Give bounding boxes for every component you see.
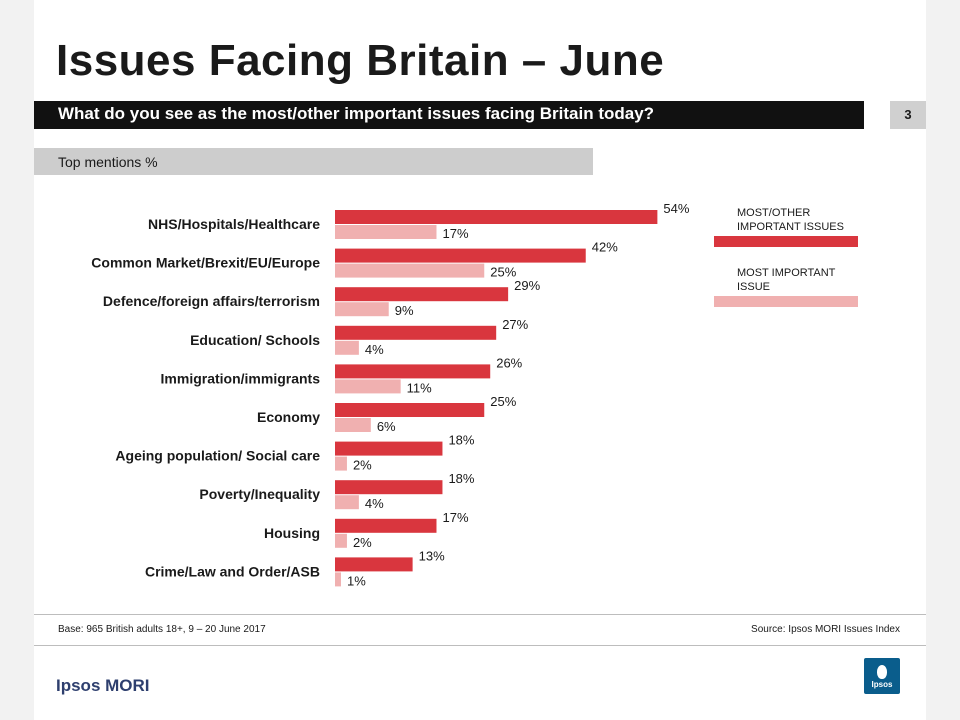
data-label: 25% — [490, 394, 516, 409]
bar-most-important — [335, 572, 341, 587]
bar-most-other — [335, 287, 509, 302]
source-note: Source: Ipsos MORI Issues Index — [751, 624, 900, 635]
data-label: 6% — [377, 419, 396, 434]
legend-label: IMPORTANT ISSUES — [737, 221, 844, 233]
data-label: 26% — [496, 355, 522, 370]
brand-name: Ipsos MORI — [56, 676, 150, 695]
category-label: Crime/Law and Order/ASB — [145, 563, 320, 579]
question-bar: What do you see as the most/other import… — [34, 101, 864, 129]
logo-figure-icon — [877, 665, 887, 679]
data-label: 27% — [502, 317, 528, 332]
bar-most-important — [335, 263, 485, 278]
page-number: 3 — [890, 101, 926, 129]
data-label: 2% — [353, 458, 372, 473]
data-label: 25% — [490, 265, 516, 280]
bar-most-important — [335, 379, 401, 394]
data-label: 2% — [353, 535, 372, 550]
data-label: 4% — [365, 496, 384, 511]
logo-text: Ipsos — [871, 680, 893, 689]
bar-most-other — [335, 557, 413, 572]
ipsos-logo: Ipsos — [864, 658, 900, 694]
data-label: 18% — [448, 433, 474, 448]
category-label: Common Market/Brexit/EU/Europe — [91, 255, 320, 271]
data-label: 54% — [663, 201, 689, 216]
bar-most-other — [335, 518, 437, 533]
bar-most-important — [335, 225, 437, 239]
legend-label: ISSUE — [737, 281, 770, 293]
footer-top-divider — [34, 614, 926, 615]
data-label: 29% — [514, 278, 540, 293]
category-label: Defence/foreign affairs/terrorism — [103, 293, 320, 309]
slide: Issues Facing Britain – June What do you… — [34, 0, 926, 720]
bar-most-important — [335, 495, 359, 510]
data-label: 11% — [407, 380, 432, 395]
page-title: Issues Facing Britain – June — [56, 36, 665, 85]
legend-label: MOST/OTHER — [737, 207, 810, 219]
data-label: 1% — [347, 573, 366, 588]
bar-most-other — [335, 325, 497, 340]
bar-most-important — [335, 302, 389, 317]
bar-most-other — [335, 210, 658, 224]
category-label: Housing — [264, 525, 320, 541]
bar-most-other — [335, 248, 586, 263]
bar-most-other — [335, 364, 491, 379]
category-label: Ageing population/ Social care — [115, 448, 320, 464]
bar-most-other — [335, 441, 443, 456]
category-label: NHS/Hospitals/Healthcare — [148, 216, 320, 232]
bar-most-important — [335, 533, 347, 548]
bar-most-important — [335, 418, 371, 432]
category-label: Economy — [257, 409, 320, 425]
category-label: Poverty/Inequality — [199, 486, 320, 502]
data-label: 18% — [448, 471, 474, 486]
data-label: 9% — [395, 303, 414, 318]
subtitle-bar: Top mentions % — [34, 148, 593, 175]
bar-most-other — [335, 403, 485, 417]
subtitle-text: Top mentions % — [58, 154, 158, 170]
category-label: Education/ Schools — [190, 332, 320, 348]
question-text: What do you see as the most/other import… — [58, 104, 655, 123]
footer-bottom-divider — [34, 645, 926, 646]
data-label: 13% — [419, 548, 445, 563]
bar-most-important — [335, 340, 359, 355]
bar-chart: NHS/Hospitals/Healthcare 54% 17% Common Mar… — [91, 201, 858, 588]
category-label: Immigration/immigrants — [161, 370, 321, 386]
data-label: 17% — [442, 510, 468, 525]
legend-label: MOST IMPORTANT — [737, 267, 836, 279]
bar-most-other — [335, 480, 443, 495]
data-label: 42% — [592, 240, 618, 255]
data-label: 4% — [365, 342, 384, 357]
base-note: Base: 965 British adults 18+, 9 – 20 Jun… — [58, 624, 266, 635]
data-label: 17% — [442, 226, 468, 241]
legend-swatch — [714, 236, 858, 247]
legend-swatch — [714, 296, 858, 307]
bar-most-important — [335, 456, 347, 471]
